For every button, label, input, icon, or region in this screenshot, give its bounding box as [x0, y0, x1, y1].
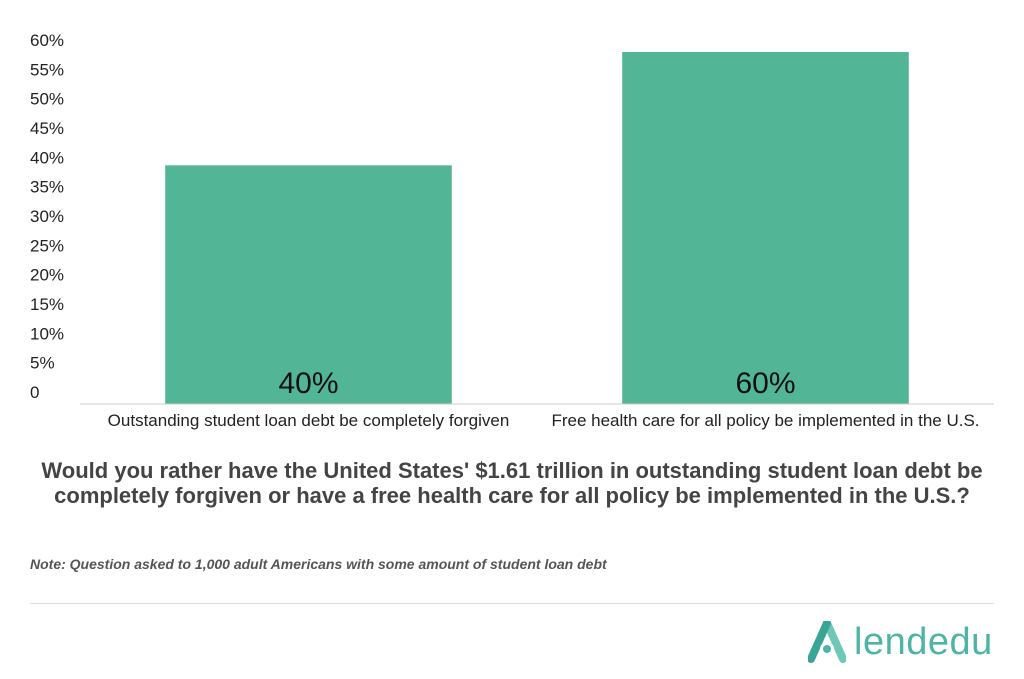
bar [165, 165, 452, 404]
y-tick-label: 20% [30, 266, 64, 285]
y-tick-label: 35% [30, 178, 64, 197]
logo-text: lendedu [854, 621, 993, 663]
chart-note: Note: Question asked to 1,000 adult Amer… [30, 556, 607, 572]
lendedu-logo-icon [808, 621, 846, 663]
y-tick-label: 15% [30, 295, 64, 314]
y-tick-label: 25% [30, 236, 64, 255]
category-label: Outstanding student loan debt be complet… [108, 411, 510, 430]
y-tick-label: 60% [30, 31, 64, 50]
y-tick-label: 40% [30, 148, 64, 167]
divider [30, 603, 994, 604]
category-label: Free health care for all policy be imple… [551, 411, 979, 430]
y-tick-label: 10% [30, 324, 64, 343]
y-tick-label: 5% [30, 354, 55, 373]
bar-data-label: 40% [278, 367, 338, 400]
y-tick-label: 0 [30, 383, 39, 402]
chart-title: Would you rather have the United States'… [41, 458, 983, 508]
y-tick-label: 45% [30, 119, 64, 138]
lendedu-logo: lendedu [808, 618, 993, 666]
bar [622, 51, 909, 405]
y-tick-label: 30% [30, 207, 64, 226]
category-labels: Outstanding student loan debt be complet… [108, 411, 980, 430]
y-tick-label: 50% [30, 90, 64, 109]
y-tick-label: 55% [30, 60, 64, 79]
bar-chart: 0 5% 10% 15% 20% 25% 30% 35% 40% 45% 50% 55% 60% 40%… [30, 31, 994, 430]
y-axis: 0 5% 10% 15% 20% 25% 30% 35% 40% 45% 50% 55% 60% [30, 31, 64, 402]
bar-data-label: 60% [735, 367, 795, 400]
bars-group: 40% 60% [165, 51, 909, 405]
